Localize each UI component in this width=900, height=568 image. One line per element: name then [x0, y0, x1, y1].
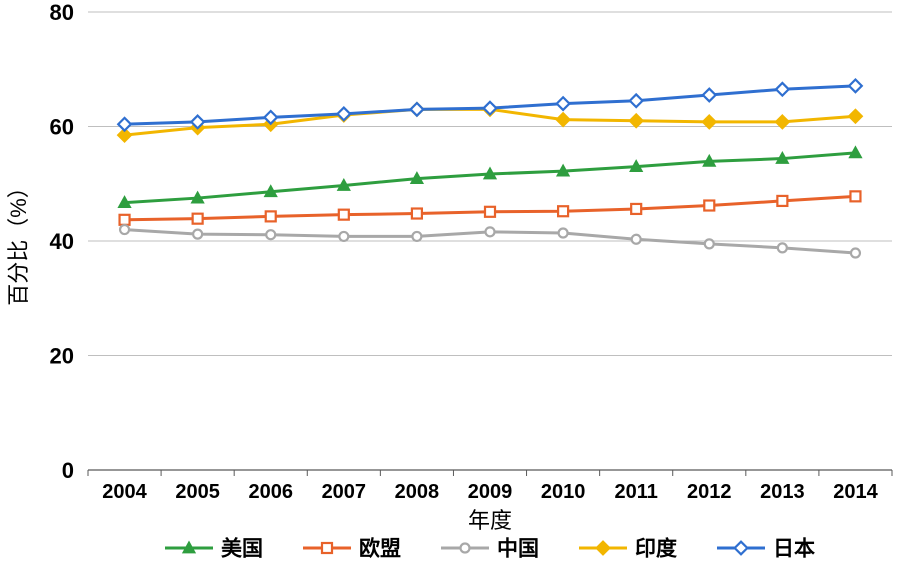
chart-svg: 0 20 40 60 80 2004 2005 2006 2007 2008 2009 2010 201…	[0, 0, 900, 568]
x-tick-label: 2014	[833, 481, 878, 503]
x-tick-label: 2006	[248, 481, 293, 503]
legend-label: 印度	[635, 536, 677, 560]
line-chart: 0 20 40 60 80 2004 2005 2006 2007 2008 2009 2010 201…	[0, 0, 900, 568]
y-tick-label: 40	[50, 229, 74, 254]
x-tick-label: 2013	[760, 481, 805, 503]
x-tick-label: 2005	[175, 481, 220, 503]
y-axis-label: 百分比（%）	[6, 176, 31, 306]
y-tick-label: 80	[50, 0, 74, 25]
legend-label: 美国	[221, 536, 263, 560]
x-tick-label: 2011	[614, 481, 657, 503]
x-axis-label: 年度	[468, 508, 512, 533]
x-tick-label: 2012	[687, 481, 732, 503]
x-tick-label: 2010	[541, 481, 586, 503]
legend-label: 欧盟	[359, 536, 401, 560]
x-tick-label: 2004	[102, 481, 147, 503]
y-tick-label: 20	[50, 344, 74, 369]
x-tick-label: 2007	[322, 481, 367, 503]
legend-label: 日本	[773, 537, 815, 560]
legend-label: 中国	[497, 537, 539, 560]
x-tick-label: 2009	[468, 481, 513, 503]
y-tick-label: 0	[62, 458, 74, 483]
x-tick-label: 2008	[395, 481, 440, 503]
y-tick-label: 60	[50, 115, 74, 140]
